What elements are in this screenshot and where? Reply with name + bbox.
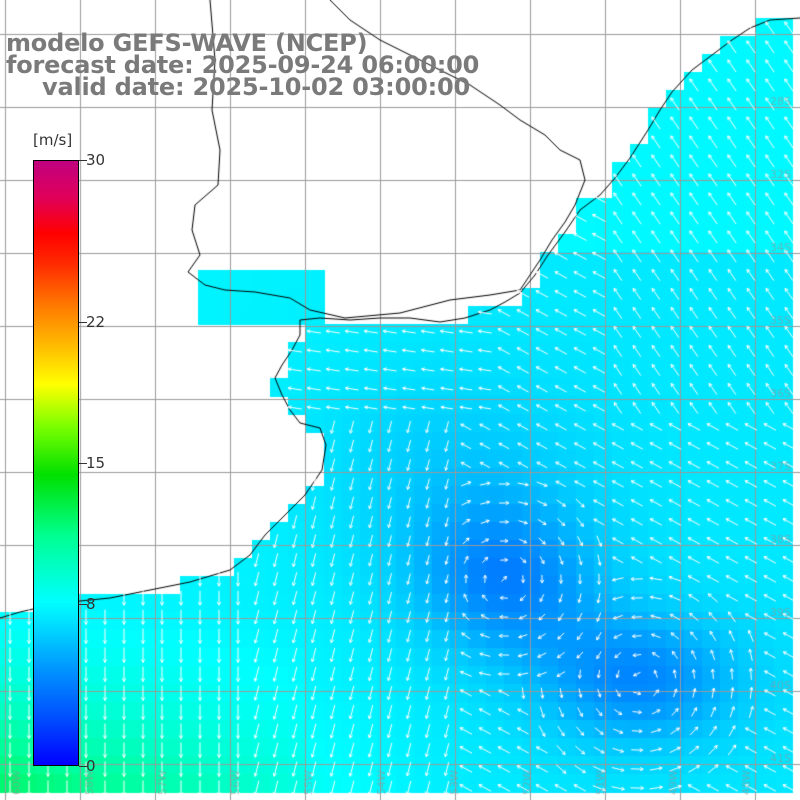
colorbar-tick-15: 15: [86, 454, 106, 472]
model-title: modelo GEFS-WAVE (NCEP): [6, 29, 368, 57]
forecast-date: forecast date: 2025-09-24 06:00:00: [6, 51, 480, 79]
colorbar-unit-label: [m/s]: [33, 131, 73, 149]
valid-date: valid date: 2025-10-02 03:00:00: [42, 73, 470, 101]
colorbar-tick-mark: [79, 160, 87, 161]
colorbar-tick-mark: [79, 463, 87, 464]
colorbar-tick-30: 30: [86, 151, 106, 169]
wind-speed-colorbar: [33, 160, 79, 766]
colorbar-tick-8: 8: [86, 595, 96, 614]
colorbar-tick-0: 0: [86, 757, 96, 775]
colorbar-tick-mark: [79, 766, 87, 767]
colorbar-tick-mark: [79, 321, 87, 323]
colorbar-tick-22: 22: [86, 312, 106, 331]
colorbar-tick-mark: [79, 604, 87, 606]
